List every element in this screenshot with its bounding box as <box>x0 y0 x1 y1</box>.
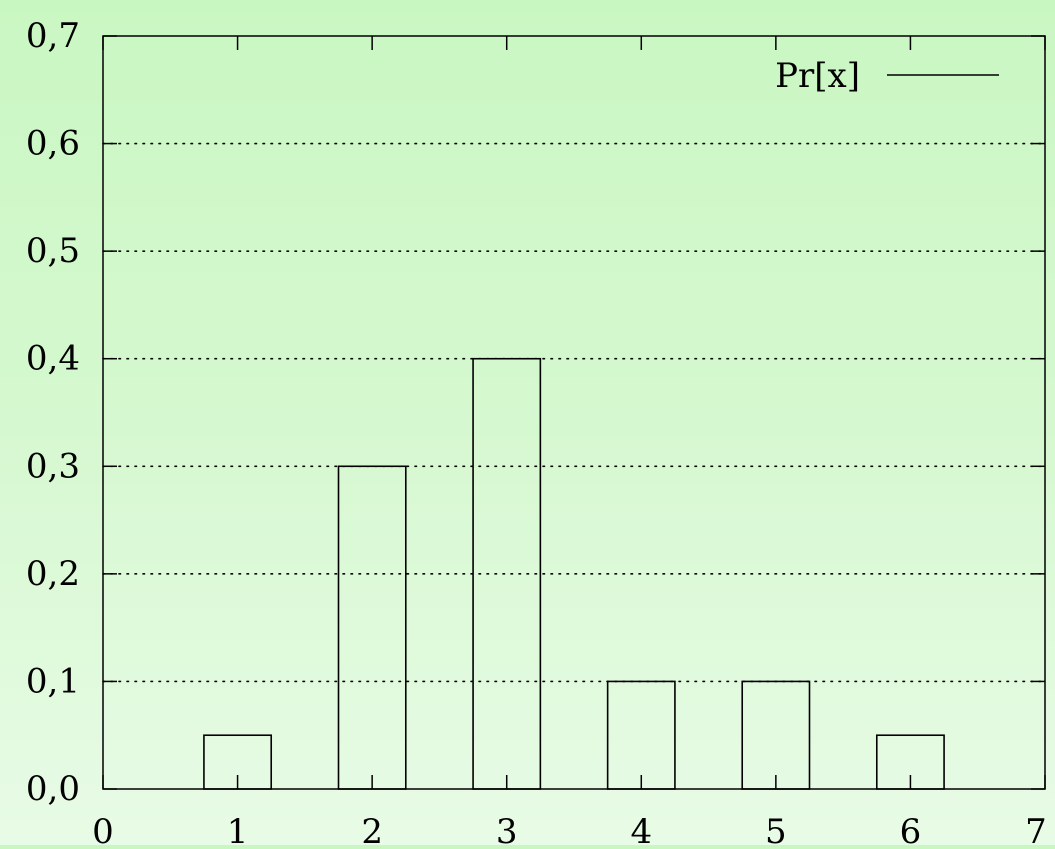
y-tick-labels: 0,0 0,1 0,2 0,3 0,4 0,5 0,6 0,7 <box>26 16 80 809</box>
legend-label: Pr[x] <box>775 56 860 96</box>
x-tick-label: 3 <box>496 812 518 845</box>
y-tick-label: 0,5 <box>26 231 80 271</box>
bar-3 <box>472 357 542 790</box>
y-tick-label: 0,0 <box>26 769 80 809</box>
y-tick-label: 0,1 <box>26 661 80 701</box>
y-tick-label: 0,2 <box>26 554 80 594</box>
tick-marks <box>102 35 1046 790</box>
x-tick-label: 6 <box>900 812 922 845</box>
y-tick-label: 0,6 <box>26 124 80 164</box>
y-tick-label: 0,3 <box>26 446 80 486</box>
bar-2 <box>337 465 407 790</box>
x-tick-label: 1 <box>227 812 249 845</box>
x-tick-labels: 0 1 2 3 4 5 6 7 <box>92 812 1047 849</box>
plot-frame <box>102 35 1046 790</box>
grid-lines <box>102 142 1046 683</box>
y-tick-label: 0,7 <box>26 16 80 56</box>
x-tick-label: 0 <box>92 812 114 845</box>
legend: Pr[x] <box>775 56 999 96</box>
x-tick-label: 7 <box>1025 812 1047 845</box>
bar-5 <box>741 680 811 790</box>
x-tick-label: 5 <box>765 812 787 845</box>
bar-4 <box>606 680 676 790</box>
x-tick-label: 2 <box>361 812 383 845</box>
y-tick-label: 0,4 <box>26 339 80 379</box>
x-tick-label: 4 <box>630 812 652 845</box>
